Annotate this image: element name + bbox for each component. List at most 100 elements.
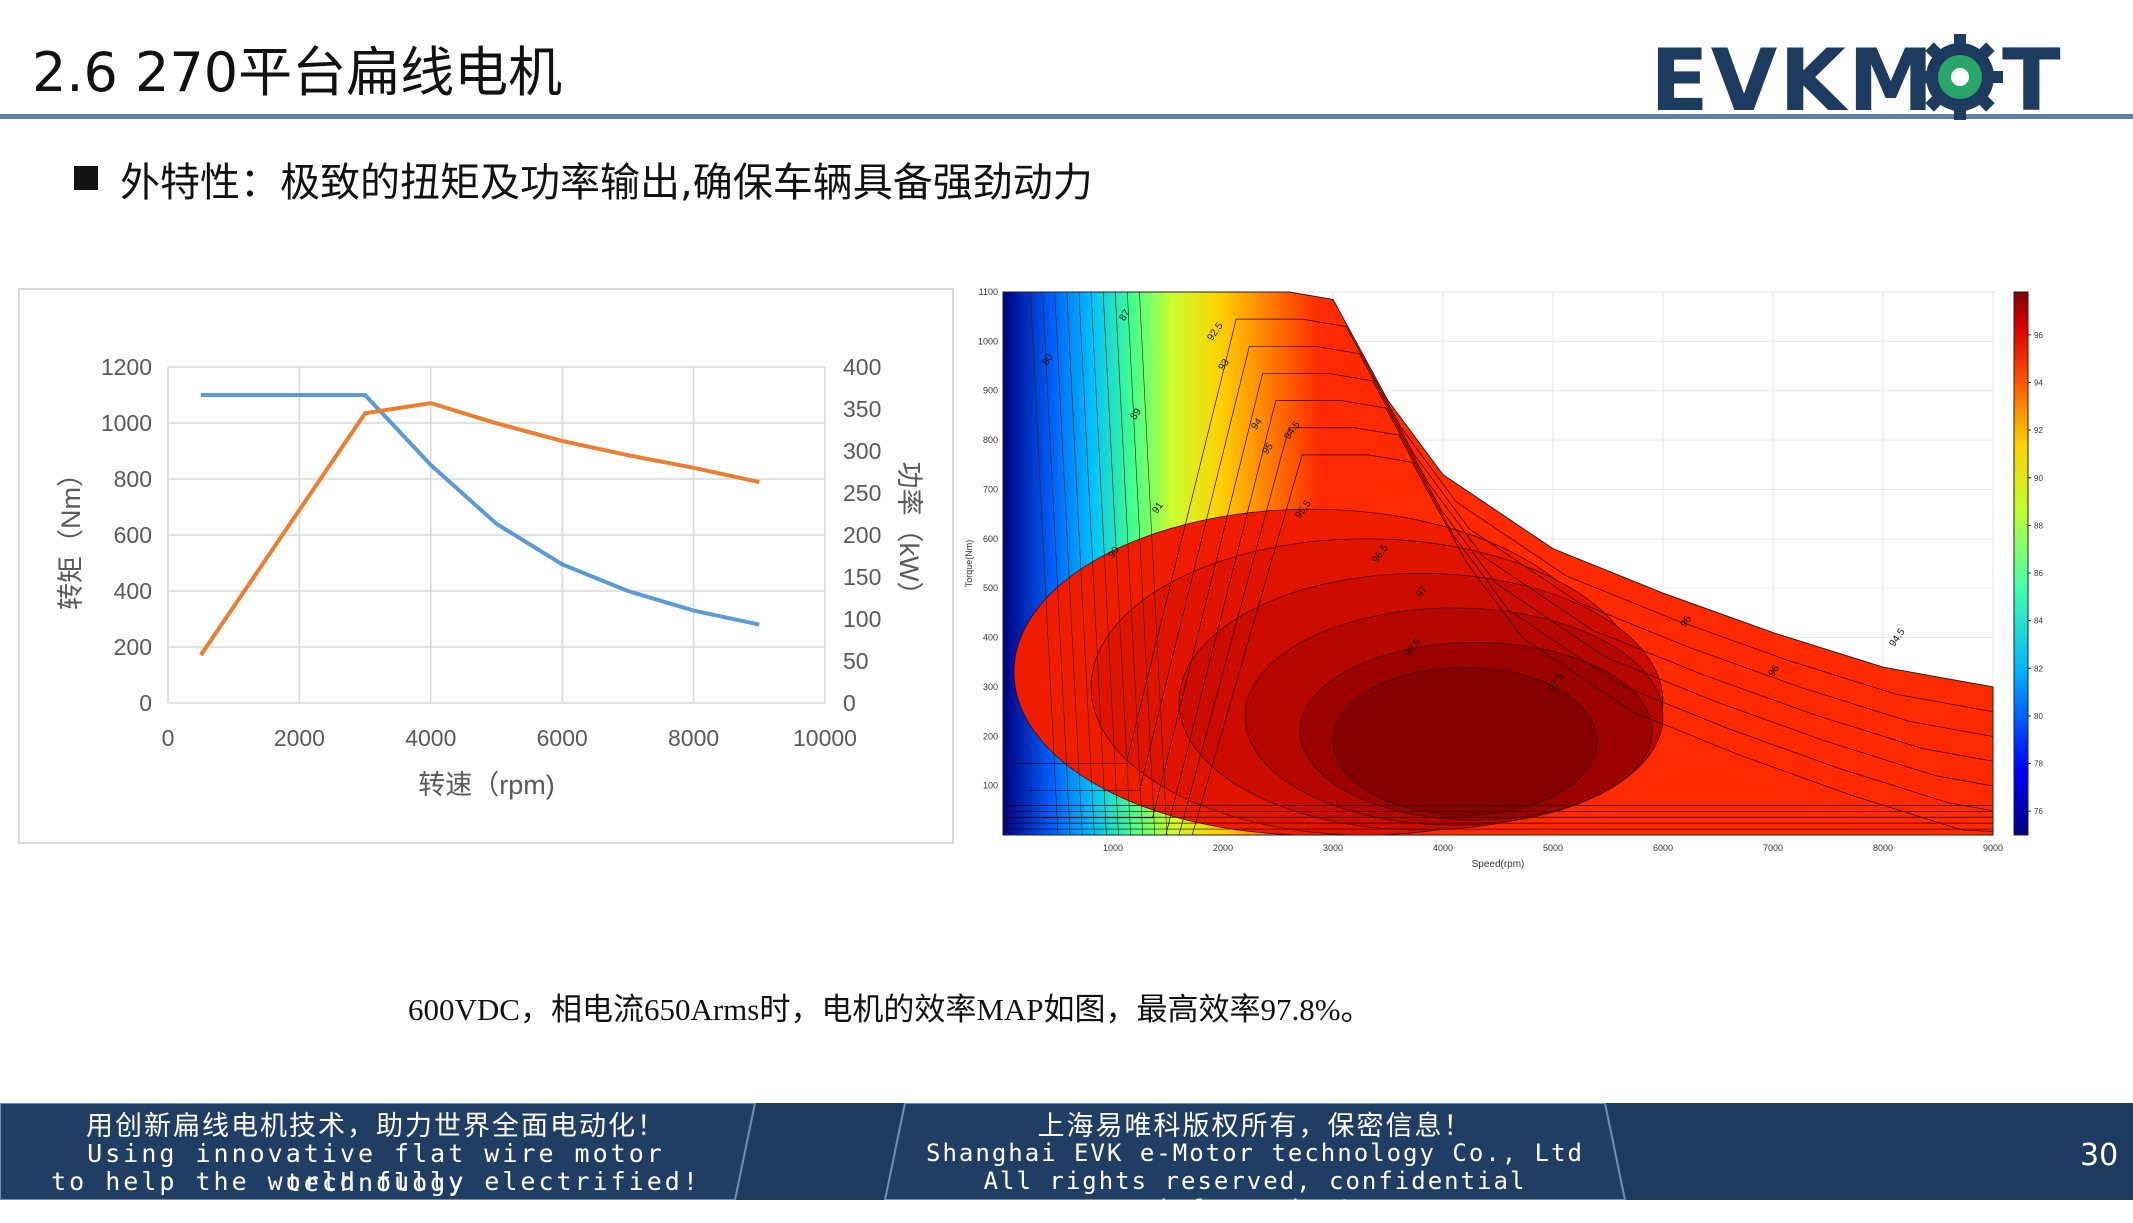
x-tick-label: 4000 <box>1433 843 1453 853</box>
colorbar-tick-label: 92 <box>2034 426 2043 435</box>
gear-icon <box>1917 34 2003 120</box>
power-series-line <box>199 401 760 657</box>
y-tick-label: 900 <box>983 386 998 396</box>
contour-line <box>1055 400 1993 835</box>
x-tick-label: 4000 <box>405 725 456 751</box>
x-tick-label: 8000 <box>668 725 719 751</box>
contour-line <box>1114 292 1143 835</box>
y-axis-label: 转矩（Nm） <box>56 460 86 610</box>
x-axis-label: Speed(rpm) <box>1472 859 1525 870</box>
footer-left-line2: Using innovative flat wire motor technol… <box>87 1139 665 1197</box>
x-tick-label: 2000 <box>274 725 325 751</box>
x-tick-label: 9000 <box>1983 843 2003 853</box>
footer-left-line1: 用创新扁线电机技术，助力世界全面电动化！ <box>86 1111 666 1142</box>
y-tick-label: 1100 <box>979 287 998 297</box>
colorbar-tick-label: 80 <box>2034 712 2043 721</box>
y-tick-label: 700 <box>983 484 998 494</box>
x-tick-label: 6000 <box>537 725 588 751</box>
efficiency-contour-region <box>1332 666 1598 816</box>
contour-line <box>1054 292 1083 835</box>
y-tick-label: 200 <box>114 634 152 660</box>
y-tick-label: 0 <box>139 690 152 716</box>
logo-text-left: EVKM <box>1650 31 1936 122</box>
contour-line <box>1082 454 1993 835</box>
y2-tick-label: 350 <box>843 396 881 422</box>
y-axis-label: Torque(Nm) <box>964 540 974 588</box>
x-tick-label: 2000 <box>1213 843 1233 853</box>
x-tick-label: 6000 <box>1653 843 1673 853</box>
torque-series-line <box>200 393 760 627</box>
colorbar-tick-label: 94 <box>2034 379 2043 388</box>
y2-tick-label: 250 <box>843 480 881 506</box>
contour-line <box>1102 292 1131 835</box>
footer-right-panel <box>883 1103 1627 1200</box>
contour-line <box>1029 345 1993 791</box>
x-tick-label: 5000 <box>1543 843 1563 853</box>
colorbar-tick-label: 86 <box>2034 569 2043 578</box>
page-title: 2.6 270平台扁线电机 <box>32 41 563 104</box>
footer-left-line3: to help the world fully electrified! <box>51 1167 701 1196</box>
contour-line <box>1069 427 1993 835</box>
y-tick-label: 400 <box>983 633 998 643</box>
max-torque-envelope-line <box>1002 291 1994 836</box>
y-tick-label: 400 <box>114 578 152 604</box>
colorbar-tick-label: 78 <box>2034 760 2043 769</box>
y-tick-label: 300 <box>983 682 998 692</box>
contour-line <box>1139 292 1168 835</box>
y2-tick-label: 300 <box>843 438 881 464</box>
y-tick-label: 800 <box>114 466 152 492</box>
y-tick-label: 1200 <box>101 354 152 380</box>
contour-line <box>1030 292 1059 835</box>
x-axis-label: 转速（rpm) <box>418 770 555 800</box>
x-tick-label: 3000 <box>1323 843 1343 853</box>
contour-line <box>1078 292 1107 835</box>
footer-right-line1: 上海易唯科版权所有，保密信息！ <box>1037 1111 1473 1142</box>
logo-text-right: T <box>2002 31 2061 122</box>
x-tick-label: 1000 <box>1103 843 1123 853</box>
x-tick-label: 7000 <box>1763 843 1783 853</box>
company-logo: EVKM T <box>1650 31 2061 122</box>
contour-line <box>1042 373 1993 819</box>
header-divider <box>0 114 2133 119</box>
colorbar-tick-label: 96 <box>2034 331 2043 340</box>
x-tick-label: 0 <box>162 725 175 751</box>
y-tick-label: 1000 <box>101 410 152 436</box>
bullet-text: 外特性：极致的扭矩及功率输出,确保车辆具备强劲动力 <box>120 160 1093 206</box>
y2-axis-label: 功率（kW） <box>894 462 924 609</box>
contour-line <box>1016 318 1993 764</box>
footer-right-line3: All rights reserved, confidential inform… <box>983 1167 1527 1223</box>
y-tick-label: 500 <box>983 583 998 593</box>
torque-power-chart-svg: 0 2000 4000 6000 8000 10000 0 200 400 600 800 1000 1… <box>56 354 924 800</box>
colorbar-tick-label: 88 <box>2034 521 2043 530</box>
contour-line <box>1042 292 1071 835</box>
footer-panels <box>0 1103 1627 1200</box>
y-tick-label: 600 <box>983 534 998 544</box>
footer-left-panel <box>0 1103 757 1200</box>
page-number: 30 <box>2080 1138 2119 1173</box>
efficiency-map-chart: 1000 2000 3000 4000 5000 6000 7000 8000 9000 100 2… <box>960 285 2070 885</box>
efficiency-map-svg: 1000 2000 3000 4000 5000 6000 7000 8000 9000 100 2… <box>964 287 2043 870</box>
chart-caption: 600VDC，相电流650Arms时，电机的效率MAP如图，最高效率97.8%。 <box>408 992 1372 1027</box>
x-tick-label: 8000 <box>1873 843 1893 853</box>
y-tick-label: 800 <box>983 435 998 445</box>
contour-line <box>1127 292 1156 835</box>
colorbar-tick-label: 82 <box>2034 664 2043 673</box>
colorbar-tick-label: 90 <box>2034 474 2043 483</box>
y-tick-label: 1000 <box>978 336 998 346</box>
y2-tick-label: 50 <box>843 648 869 674</box>
y2-tick-label: 100 <box>843 606 881 632</box>
y-tick-label: 600 <box>114 522 152 548</box>
torque-power-chart: 0 2000 4000 6000 8000 10000 0 200 400 600 800 1000 1… <box>18 288 954 844</box>
y-tick-label: 100 <box>983 781 998 791</box>
bullet-square-icon <box>74 166 98 190</box>
contour-line <box>1090 292 1119 835</box>
x-tick-label: 10000 <box>793 725 857 751</box>
y2-tick-label: 150 <box>843 564 881 590</box>
colorbar-tick-label: 84 <box>2034 617 2043 626</box>
y2-tick-label: 200 <box>843 522 881 548</box>
colorbar <box>2013 291 2029 836</box>
y2-tick-label: 400 <box>843 354 881 380</box>
colorbar-tick-label: 76 <box>2034 807 2043 816</box>
y-tick-label: 200 <box>983 731 998 741</box>
contour-line <box>1066 292 1095 835</box>
